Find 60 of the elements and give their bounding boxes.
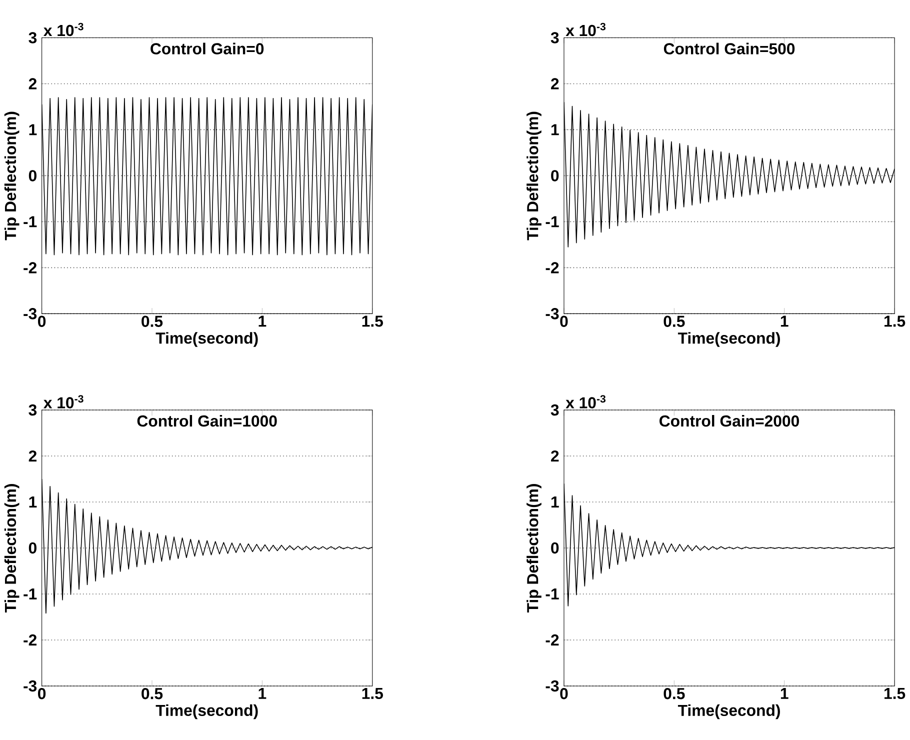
x-tick-label: 1: [780, 316, 788, 327]
x-axis-title: Time(second): [678, 704, 780, 720]
y-axis-title: Tip Deflection(m): [526, 112, 542, 240]
y-axis-title: Tip Deflection(m): [4, 484, 20, 613]
y-tick-label: 0: [28, 170, 36, 182]
x-tick-label: 0.5: [664, 316, 685, 328]
x-axis-title: Time(second): [156, 332, 258, 348]
x-tick-label: 0: [38, 316, 46, 328]
text: x 10$^{-3}$: [566, 23, 606, 36]
x-axis-title: Time(second): [678, 332, 780, 348]
y-tick-label: 0: [551, 170, 559, 182]
y-tick-label: -2: [546, 262, 559, 274]
y-tick-label: 0: [28, 542, 36, 554]
y-tick-label: 0: [551, 542, 559, 554]
x-tick-label: 0: [38, 688, 46, 700]
y-tick-label: 1: [29, 496, 37, 508]
y-tick-label: -1: [24, 216, 37, 228]
chart-title: Control Gain=0: [150, 42, 264, 55]
x-axis-title: Time(second): [156, 704, 258, 720]
y-tick-label: 3: [28, 404, 37, 416]
x-tick-label: 1.5: [884, 688, 906, 700]
x-tick-label: 0.5: [142, 688, 163, 700]
chart-title: Control Gain=1000: [137, 415, 277, 427]
y-tick-label: 2: [551, 450, 559, 462]
y-tick-label: 2: [28, 78, 37, 90]
y-tick-label: -3: [546, 308, 559, 320]
text: x 10$^{-3}$: [44, 395, 84, 409]
y-tick-label: -2: [24, 634, 37, 646]
y-tick-label: 1: [29, 124, 37, 136]
y-axis-title: Tip Deflection(m): [4, 112, 20, 240]
y-tick-label: 1: [551, 124, 559, 136]
x-tick-label: 1: [258, 688, 266, 700]
x-tick-label: 0: [560, 316, 568, 328]
y-tick-label: 2: [28, 450, 37, 462]
y-tick-label: -1: [546, 216, 559, 228]
y-tick-label: 1: [551, 496, 559, 508]
x-tick-label: 0.5: [664, 688, 685, 700]
y-tick-label: -2: [24, 262, 37, 274]
y-tick-label: 3: [550, 404, 559, 416]
text: x 10$^{-3}$: [566, 395, 606, 409]
y-axis-title: Tip Deflection(m): [526, 484, 542, 613]
y-tick-label: -2: [546, 634, 559, 646]
y-tick-label: 3: [550, 32, 559, 44]
y-tick-label: 3: [28, 32, 37, 44]
x-tick-label: 1: [258, 316, 266, 327]
x-tick-label: 1.5: [362, 316, 383, 328]
x-tick-label: 1: [780, 688, 788, 700]
y-tick-label: -3: [24, 308, 37, 320]
x-tick-label: 0.5: [142, 316, 163, 328]
x-tick-label: 0: [560, 688, 568, 700]
y-tick-label: 2: [551, 78, 559, 90]
x-tick-label: 1.5: [362, 688, 383, 700]
y-tick-label: -1: [24, 588, 37, 600]
chart-title: Control Gain=500: [664, 42, 795, 55]
chart-title: Control Gain=2000: [660, 415, 799, 427]
text: x 10$^{-3}$: [44, 23, 84, 36]
y-tick-label: -1: [546, 588, 559, 600]
x-tick-label: 1.5: [884, 316, 906, 328]
y-tick-label: -3: [24, 680, 37, 692]
y-tick-label: -3: [546, 680, 559, 692]
